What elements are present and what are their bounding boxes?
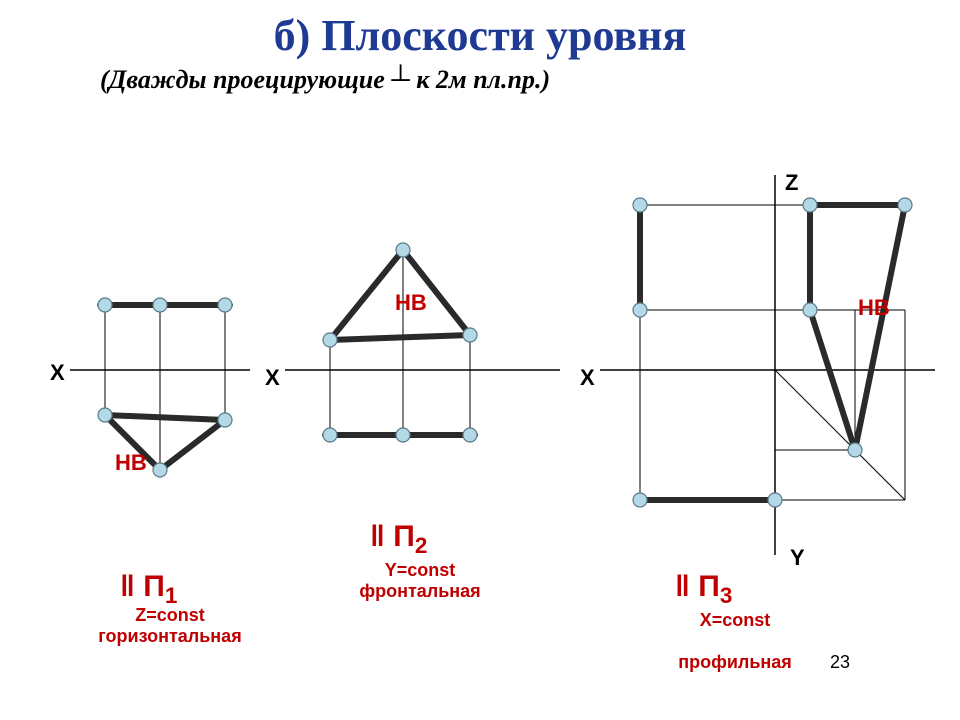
d3-caption: ǁ П3: [675, 570, 732, 609]
page-number: 23: [830, 652, 850, 673]
d3-subcaption: X=constпрофильная: [635, 610, 835, 673]
d2-caption: ǁ П2: [370, 520, 427, 559]
d1-x-label: X: [50, 360, 65, 386]
d1-hb: НВ: [115, 450, 147, 476]
d2-x-label: X: [265, 365, 280, 391]
d3-hb: НВ: [858, 295, 890, 321]
d2-hb: НВ: [395, 290, 427, 316]
d3-z-label: Z: [785, 170, 798, 196]
d1-subcaption: Z=constгоризонтальная: [70, 605, 270, 647]
d3-x-label: X: [580, 365, 595, 391]
d3-y-label: Y: [790, 545, 805, 571]
d2-subcaption: Y=constфронтальная: [320, 560, 520, 602]
d1-caption: ǁ П1: [120, 570, 177, 609]
